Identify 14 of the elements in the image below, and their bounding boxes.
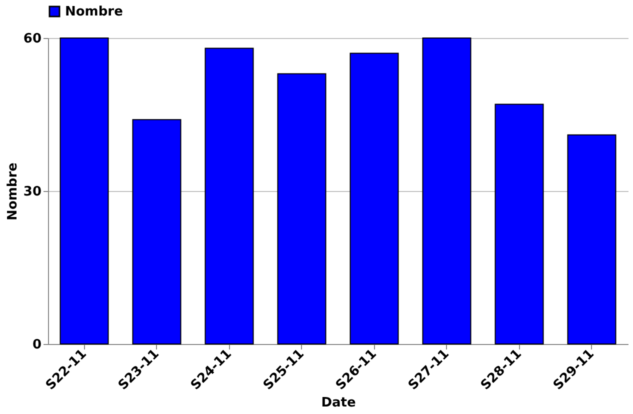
bar — [60, 38, 109, 344]
y-axis-title: Nombre — [5, 162, 20, 220]
bar — [567, 134, 616, 344]
bar — [350, 52, 399, 344]
bar — [277, 73, 326, 344]
y-tick-label: 30 — [23, 184, 42, 200]
bar — [494, 104, 544, 344]
bar — [422, 38, 472, 344]
bar — [132, 119, 182, 344]
bar — [204, 48, 254, 344]
x-axis-title: Date — [321, 395, 356, 410]
y-tick-label: 0 — [32, 338, 42, 352]
legend-label: Nombre — [65, 4, 124, 20]
y-tick-label: 60 — [23, 32, 42, 46]
